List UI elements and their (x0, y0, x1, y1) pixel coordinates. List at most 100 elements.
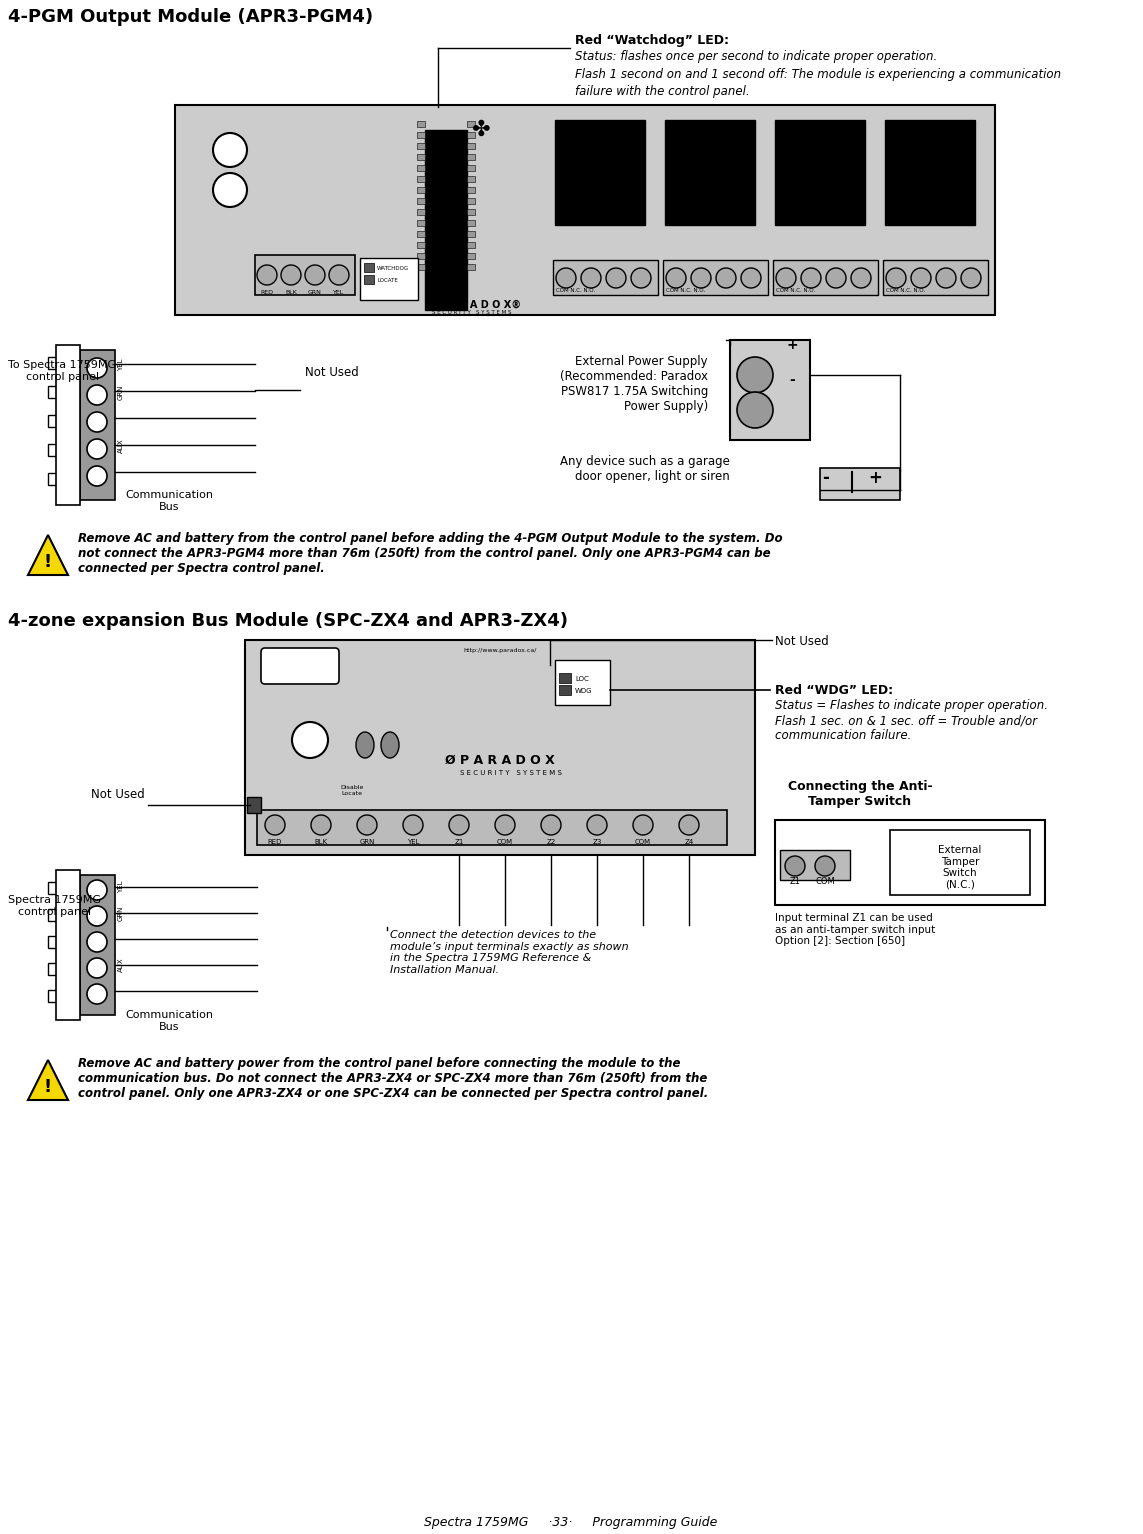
Text: -: - (789, 373, 794, 387)
Text: YEL: YEL (118, 881, 123, 893)
Bar (467, 253, 475, 259)
Bar (467, 219, 475, 225)
Text: LOC: LOC (575, 676, 589, 683)
Bar (559, 673, 572, 683)
Polygon shape (27, 535, 67, 575)
Bar (48, 443, 59, 456)
Bar (884, 259, 988, 295)
Circle shape (329, 265, 349, 285)
Circle shape (87, 983, 107, 1003)
Circle shape (692, 268, 711, 288)
Bar (417, 264, 425, 270)
Text: AUX: AUX (118, 957, 123, 973)
Bar (56, 870, 80, 1020)
Text: P▲A▿R A D O X®: P▲A▿R A D O X® (432, 301, 521, 310)
Bar (467, 187, 475, 193)
Text: COM: COM (497, 839, 513, 845)
Bar (417, 176, 425, 183)
Circle shape (631, 268, 652, 288)
Bar (425, 130, 467, 310)
Bar (467, 143, 475, 149)
Text: failure with the control panel.: failure with the control panel. (575, 84, 750, 98)
Bar (467, 209, 475, 215)
Text: Z1: Z1 (790, 877, 800, 887)
Bar (48, 882, 59, 894)
Bar (48, 387, 59, 397)
Bar (247, 798, 261, 813)
Bar (417, 121, 425, 127)
Circle shape (87, 413, 107, 433)
Text: Connect the detection devices to the
module’s input terminals exactly as shown
i: Connect the detection devices to the mod… (390, 930, 629, 974)
Bar (467, 153, 475, 160)
Circle shape (281, 265, 301, 285)
Bar (780, 850, 850, 881)
Text: Spectra 1759MG     ·33·     Programming Guide: Spectra 1759MG ·33· Programming Guide (424, 1516, 718, 1529)
Circle shape (495, 815, 515, 834)
Text: Status = Flashes to indicate proper operation.: Status = Flashes to indicate proper oper… (775, 700, 1048, 712)
Bar (555, 660, 610, 706)
Bar (80, 350, 115, 500)
Bar (663, 259, 768, 295)
Text: +: + (868, 469, 882, 486)
Bar (360, 258, 418, 301)
Circle shape (87, 466, 107, 486)
Bar (417, 232, 425, 236)
Bar (417, 187, 425, 193)
Text: RED: RED (261, 290, 273, 295)
Text: Not Used: Not Used (775, 635, 829, 647)
Text: -: - (823, 469, 830, 486)
Text: Remove AC and battery from the control panel before adding the 4-PGM Output Modu: Remove AC and battery from the control p… (78, 532, 783, 575)
Text: COM N.C. N.O.: COM N.C. N.O. (776, 288, 815, 293)
Bar (467, 242, 475, 249)
Circle shape (815, 856, 836, 876)
Bar (48, 989, 59, 1002)
Bar (363, 275, 374, 284)
Text: GRN: GRN (359, 839, 375, 845)
Bar (467, 132, 475, 138)
Circle shape (213, 133, 247, 167)
Text: +: + (786, 337, 798, 351)
Text: communication failure.: communication failure. (775, 729, 911, 742)
Bar (417, 198, 425, 204)
Ellipse shape (381, 732, 399, 758)
Text: COM: COM (815, 877, 834, 887)
Text: Flash 1 second on and 1 second off: The module is experiencing a communication: Flash 1 second on and 1 second off: The … (575, 67, 1061, 81)
Circle shape (357, 815, 377, 834)
Circle shape (886, 268, 906, 288)
Text: http://www.paradox.ca/: http://www.paradox.ca/ (463, 647, 537, 653)
Text: S E C U R I T Y   S Y S T E M S: S E C U R I T Y S Y S T E M S (432, 310, 512, 316)
Circle shape (666, 268, 686, 288)
Circle shape (737, 357, 773, 393)
Circle shape (581, 268, 601, 288)
Bar (820, 468, 900, 500)
Circle shape (826, 268, 846, 288)
Circle shape (87, 881, 107, 900)
Ellipse shape (355, 732, 374, 758)
Text: COM N.C. N.O.: COM N.C. N.O. (555, 288, 596, 293)
Text: ✤: ✤ (471, 120, 489, 140)
Text: Communication
Bus: Communication Bus (125, 1009, 213, 1031)
Circle shape (449, 815, 469, 834)
Bar (467, 121, 475, 127)
Bar (363, 262, 374, 272)
Text: YEL: YEL (118, 359, 123, 371)
Bar (890, 830, 1030, 894)
Circle shape (606, 268, 626, 288)
Text: Remove AC and battery power from the control panel before connecting the module : Remove AC and battery power from the con… (78, 1057, 709, 1100)
Bar (48, 416, 59, 426)
Text: Not Used: Not Used (91, 788, 145, 801)
FancyBboxPatch shape (261, 647, 339, 684)
Bar (245, 640, 756, 854)
Circle shape (852, 268, 871, 288)
Circle shape (87, 439, 107, 459)
Circle shape (555, 268, 576, 288)
Circle shape (87, 933, 107, 953)
Bar (467, 176, 475, 183)
Text: Not Used: Not Used (305, 367, 359, 379)
Circle shape (291, 723, 328, 758)
Bar (773, 259, 878, 295)
Circle shape (311, 815, 331, 834)
Bar (257, 810, 727, 845)
Circle shape (785, 856, 805, 876)
Bar (48, 963, 59, 976)
